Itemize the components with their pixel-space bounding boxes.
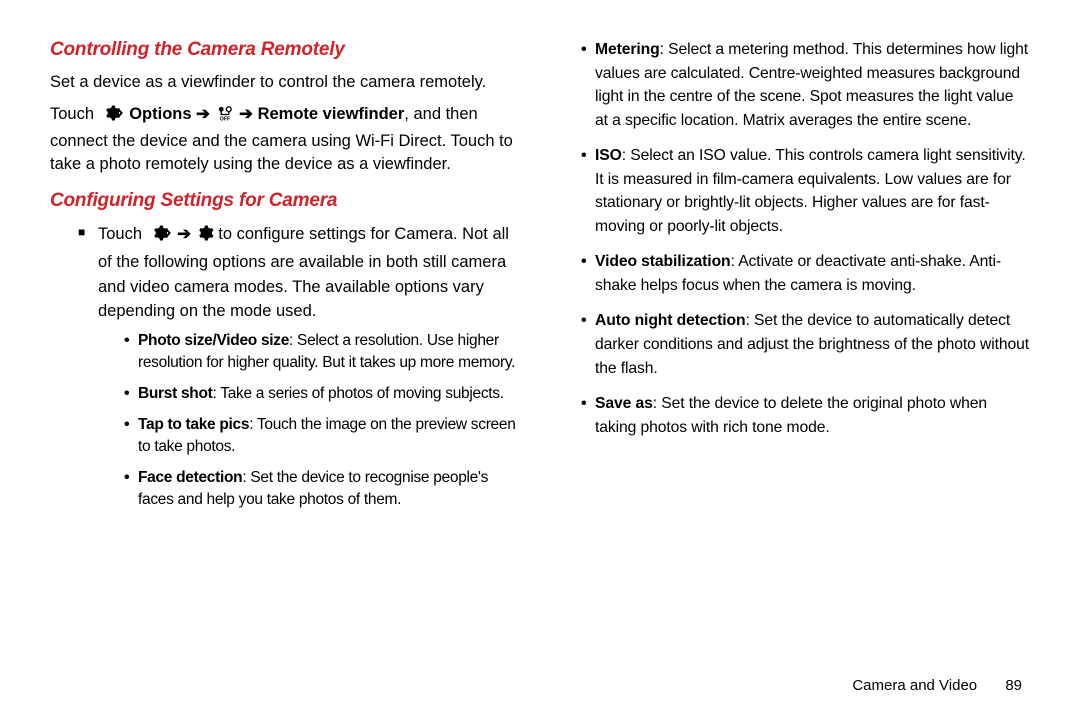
- bullet-video-stabilization: Video stabilization: Activate or deactiv…: [581, 250, 1030, 297]
- gear-chevron-icon: [147, 224, 173, 250]
- label: Photo size/Video size: [138, 332, 289, 349]
- arrow-icon: ➔: [239, 105, 253, 123]
- label: Video stabilization: [595, 253, 731, 270]
- gear-icon: [196, 224, 214, 250]
- left-column: Controlling the Camera Remotely Set a de…: [50, 38, 517, 720]
- options-label: Options: [129, 105, 196, 123]
- bullet-metering: Metering: Select a metering method. This…: [581, 38, 1030, 132]
- text: : Select an ISO value. This controls cam…: [595, 147, 1026, 235]
- heading-controlling-remotely: Controlling the Camera Remotely: [50, 38, 517, 63]
- footer-section: Camera and Video: [852, 677, 977, 694]
- bullet-auto-night: Auto night detection: Set the device to …: [581, 309, 1030, 380]
- remote-viewfinder-label: Remote viewfinder: [258, 105, 405, 123]
- square-list: Touch ➔ to configure settings for Camera…: [50, 222, 517, 511]
- bullet-photo-size: Photo size/Video size: Select a resoluti…: [124, 330, 517, 374]
- bullet-face-detection: Face detection: Set the device to recogn…: [124, 467, 517, 511]
- text: : Take a series of photos of moving subj…: [213, 385, 504, 402]
- label: Metering: [595, 41, 660, 58]
- bullet-iso: ISO: Select an ISO value. This controls …: [581, 144, 1030, 238]
- remote-intro: Set a device as a viewfinder to control …: [50, 71, 517, 95]
- text: : Set the device to delete the original …: [595, 395, 987, 436]
- right-column: Metering: Select a metering method. This…: [563, 38, 1030, 720]
- remote-steps: Touch Options ➔ ➔ Remote viewfinder, and…: [50, 103, 517, 178]
- arrow-icon: ➔: [177, 225, 191, 243]
- gear-chevron-icon: [99, 104, 125, 130]
- settings-bullets-right: Metering: Select a metering method. This…: [563, 38, 1030, 439]
- text: : Select a metering method. This determi…: [595, 41, 1028, 129]
- label: Tap to take pics: [138, 416, 249, 433]
- settings-bullets-left: Photo size/Video size: Select a resoluti…: [98, 330, 517, 511]
- page-number: 89: [1005, 677, 1022, 694]
- label: Save as: [595, 395, 653, 412]
- page-footer: Camera and Video 89: [852, 677, 1022, 694]
- touch-configure-item: Touch ➔ to configure settings for Camera…: [78, 222, 517, 511]
- label: Face detection: [138, 469, 242, 486]
- heading-configuring-settings: Configuring Settings for Camera: [50, 189, 517, 214]
- page: Controlling the Camera Remotely Set a de…: [0, 0, 1080, 720]
- arrow-icon: ➔: [196, 105, 210, 123]
- label: Burst shot: [138, 385, 213, 402]
- off-icon: [215, 104, 235, 130]
- bullet-tap-to-take: Tap to take pics: Touch the image on the…: [124, 414, 517, 458]
- bullet-burst-shot: Burst shot: Take a series of photos of m…: [124, 383, 517, 405]
- text: Touch: [50, 105, 99, 123]
- text: Touch: [98, 225, 147, 243]
- label: Auto night detection: [595, 312, 746, 329]
- label: ISO: [595, 147, 622, 164]
- bullet-save-as: Save as: Set the device to delete the or…: [581, 392, 1030, 439]
